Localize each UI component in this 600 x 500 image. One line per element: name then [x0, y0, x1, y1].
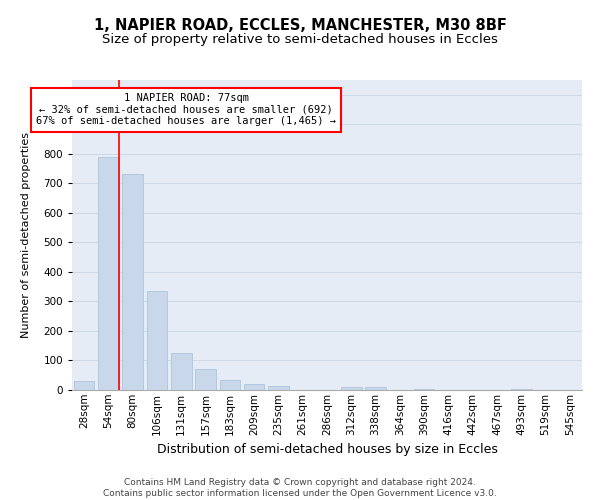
Y-axis label: Number of semi-detached properties: Number of semi-detached properties	[21, 132, 31, 338]
Bar	[341, 387, 362, 390]
Bar	[220, 380, 240, 390]
Text: 1 NAPIER ROAD: 77sqm
← 32% of semi-detached houses are smaller (692)
67% of semi: 1 NAPIER ROAD: 77sqm ← 32% of semi-detac…	[36, 94, 336, 126]
Text: 1, NAPIER ROAD, ECCLES, MANCHESTER, M30 8BF: 1, NAPIER ROAD, ECCLES, MANCHESTER, M30 …	[94, 18, 506, 32]
Bar	[365, 387, 386, 390]
Bar	[122, 174, 143, 390]
Bar	[146, 291, 167, 390]
Bar	[195, 368, 216, 390]
Text: Contains HM Land Registry data © Crown copyright and database right 2024.
Contai: Contains HM Land Registry data © Crown c…	[103, 478, 497, 498]
Bar	[98, 157, 119, 390]
Bar	[74, 381, 94, 390]
X-axis label: Distribution of semi-detached houses by size in Eccles: Distribution of semi-detached houses by …	[157, 443, 497, 456]
Bar	[511, 388, 532, 390]
Bar	[414, 388, 434, 390]
Bar	[171, 353, 191, 390]
Text: Size of property relative to semi-detached houses in Eccles: Size of property relative to semi-detach…	[102, 32, 498, 46]
Bar	[244, 384, 265, 390]
Bar	[268, 386, 289, 390]
